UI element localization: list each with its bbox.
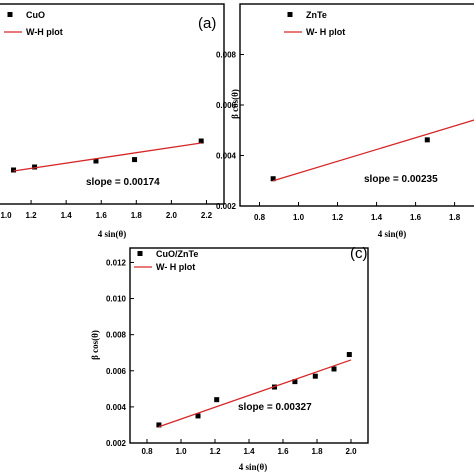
slope-annotation: slope = 0.00327 bbox=[238, 402, 312, 413]
data-point bbox=[424, 137, 430, 143]
data-point bbox=[214, 397, 220, 403]
x-tick-label: 2.0 bbox=[166, 211, 178, 220]
x-tick-label: 1.6 bbox=[277, 447, 289, 456]
legend-square-marker bbox=[7, 12, 13, 17]
data-point bbox=[198, 138, 204, 144]
x-tick-label: 1.2 bbox=[26, 211, 38, 220]
x-tick-label: 2.2 bbox=[201, 211, 213, 220]
fit-line bbox=[13, 142, 202, 172]
data-point bbox=[11, 167, 17, 173]
data-point bbox=[292, 379, 298, 385]
y-tick-label: 0.004 bbox=[106, 403, 127, 412]
data-point bbox=[312, 373, 318, 379]
x-tick-label: 1.2 bbox=[209, 447, 221, 456]
y-axis-label: β cos(θ) bbox=[230, 89, 240, 119]
x-tick-label: 1.6 bbox=[96, 211, 108, 220]
legend-label: CuO bbox=[26, 10, 45, 20]
fit-line bbox=[272, 119, 474, 182]
legend-label: CuO/ZnTe bbox=[156, 249, 198, 259]
slope-annotation: slope = 0.00174 bbox=[86, 177, 160, 188]
fit-line bbox=[158, 359, 352, 428]
legend-label: W- H plot bbox=[306, 27, 345, 37]
x-tick-label-partial: 1.0 bbox=[0, 211, 12, 220]
plot-frame bbox=[239, 3, 474, 207]
x-tick-label: 1.8 bbox=[449, 213, 461, 222]
legend-square-marker bbox=[137, 251, 143, 256]
chart-panel-1: 1.2 1.4 1.6 1.8 2.0 2.2 1.0 4 sin(θ) CuO W-H plot… bbox=[0, 3, 225, 239]
y-tick-label: 0.010 bbox=[106, 295, 127, 304]
x-tick-label: 1.4 bbox=[371, 213, 383, 222]
x-tick-label: 1.4 bbox=[243, 447, 255, 456]
legend: ZnTe W- H plot bbox=[284, 10, 345, 37]
y-tick-label: 0.012 bbox=[106, 258, 127, 267]
legend: CuO W-H plot bbox=[4, 10, 63, 37]
data-point bbox=[156, 422, 162, 428]
legend-label: W-H plot bbox=[26, 27, 63, 37]
legend: CuO/ZnTe W- H plot bbox=[134, 249, 198, 272]
slope-annotation: slope = 0.00235 bbox=[364, 174, 438, 185]
y-tick-label: 0.002 bbox=[106, 439, 127, 448]
chart-panel-3: 0.8 1.0 1.2 1.4 1.6 1.8 2.0 0.002 0.004 0.006 0.00… bbox=[90, 245, 369, 472]
data-point bbox=[195, 413, 201, 419]
y-tick-label: 0.008 bbox=[106, 331, 127, 340]
x-tick-label: 0.8 bbox=[141, 447, 153, 456]
x-tick-label: 1.4 bbox=[61, 211, 73, 220]
x-tick-label: 1.6 bbox=[410, 213, 422, 222]
y-axis-label: β cos(θ) bbox=[90, 330, 100, 360]
chart-panel-2: 0.8 1.0 1.2 1.4 1.6 1.8 0.002 0.004 0.006 0.008 4 … bbox=[216, 3, 474, 239]
y-tick-label: 0.008 bbox=[216, 51, 237, 60]
y-tick-label: 0.002 bbox=[216, 202, 237, 211]
x-tick-label: 0.8 bbox=[254, 213, 266, 222]
panel-label: (c) bbox=[350, 245, 368, 262]
data-point bbox=[346, 352, 352, 358]
legend-label: ZnTe bbox=[306, 10, 327, 20]
plot-area bbox=[11, 138, 204, 173]
legend-square-marker bbox=[287, 12, 293, 17]
data-point bbox=[132, 157, 138, 163]
x-axis-label: 4 sin(θ) bbox=[378, 229, 406, 239]
x-axis-label: 4 sin(θ) bbox=[98, 229, 126, 239]
data-point bbox=[32, 164, 38, 170]
legend-label: W- H plot bbox=[156, 262, 195, 272]
x-tick-label: 1.8 bbox=[131, 211, 143, 220]
x-tick-label: 1.0 bbox=[175, 447, 187, 456]
y-tick-label: 0.004 bbox=[216, 152, 237, 161]
x-tick-label: 1.0 bbox=[293, 213, 305, 222]
x-axis-label: 4 sin(θ) bbox=[239, 462, 267, 472]
plot-area bbox=[156, 352, 352, 428]
data-point bbox=[270, 176, 276, 182]
panel-label: (a) bbox=[198, 15, 216, 32]
x-tick-label: 2.0 bbox=[345, 447, 357, 456]
x-tick-label: 1.2 bbox=[332, 213, 344, 222]
plot-frame bbox=[0, 3, 225, 205]
data-point bbox=[331, 366, 337, 372]
y-tick-label: 0.006 bbox=[216, 101, 237, 110]
y-tick-label: 0.006 bbox=[106, 367, 127, 376]
plot-area bbox=[270, 119, 474, 182]
x-tick-label: 1.8 bbox=[311, 447, 323, 456]
data-point bbox=[93, 158, 99, 164]
plot-frame bbox=[129, 247, 369, 444]
